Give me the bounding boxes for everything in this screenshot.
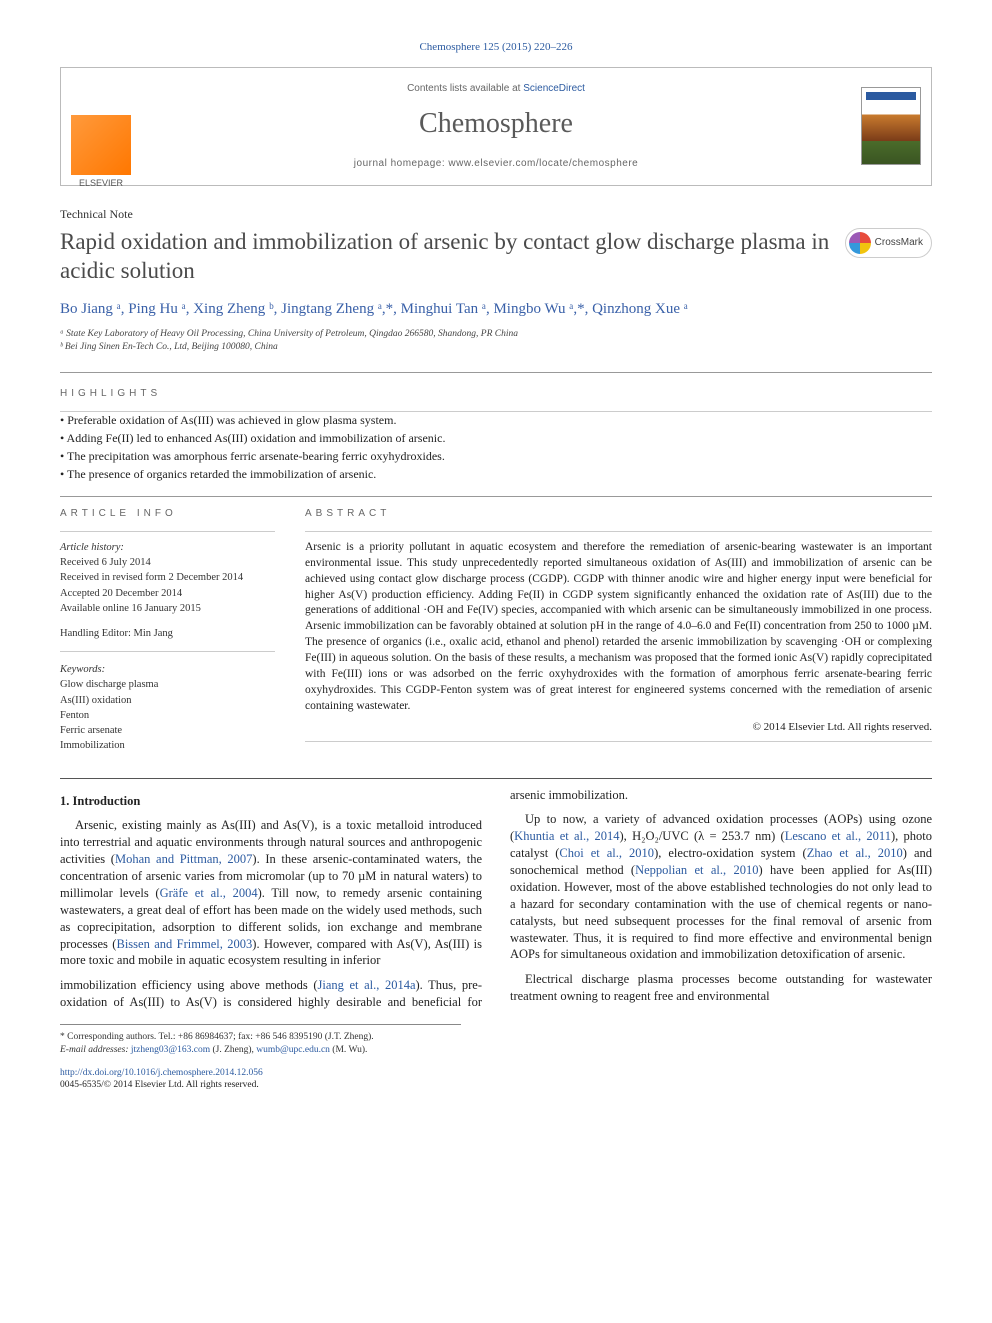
- publisher-logo: [61, 68, 141, 185]
- crossmark-icon: [849, 232, 871, 254]
- body-two-column: 1. Introduction Arsenic, existing mainly…: [60, 787, 932, 1013]
- history-received: Received 6 July 2014: [60, 555, 275, 570]
- keyword: As(III) oxidation: [60, 693, 275, 708]
- keyword: Immobilization: [60, 738, 275, 753]
- copyright-line: © 2014 Elsevier Ltd. All rights reserved…: [305, 720, 932, 735]
- contents-prefix: Contents lists available at: [407, 83, 523, 94]
- journal-cover-thumb: [851, 68, 931, 185]
- highlight-item: Preferable oxidation of As(III) was achi…: [60, 412, 932, 428]
- abstract-heading: ABSTRACT: [305, 507, 932, 521]
- section-divider: [60, 778, 932, 779]
- keyword: Glow discharge plasma: [60, 677, 275, 692]
- divider: [305, 531, 932, 532]
- affiliation-b: ᵇ Bei Jing Sinen En-Tech Co., Ltd, Beiji…: [60, 341, 932, 354]
- divider: [60, 531, 275, 532]
- corr-email-line: E-mail addresses: jtzheng03@163.com (J. …: [60, 1044, 461, 1057]
- highlights-heading: HIGHLIGHTS: [60, 387, 932, 401]
- homepage-url[interactable]: www.elsevier.com/locate/chemosphere: [448, 158, 638, 169]
- doi-link[interactable]: http://dx.doi.org/10.1016/j.chemosphere.…: [60, 1068, 263, 1078]
- handling-editor: Handling Editor: Min Jang: [60, 626, 275, 641]
- journal-name: Chemosphere: [151, 105, 841, 143]
- doi-footer: http://dx.doi.org/10.1016/j.chemosphere.…: [60, 1067, 932, 1093]
- highlight-item: The precipitation was amorphous ferric a…: [60, 448, 932, 464]
- sciencedirect-link[interactable]: ScienceDirect: [523, 83, 585, 94]
- article-info-heading: ARTICLE INFO: [60, 507, 275, 521]
- divider: [305, 741, 932, 742]
- highlight-item: Adding Fe(II) led to enhanced As(III) ox…: [60, 430, 932, 446]
- intro-heading: 1. Introduction: [60, 793, 482, 810]
- keyword: Ferric arsenate: [60, 723, 275, 738]
- history-online: Available online 16 January 2015: [60, 601, 275, 616]
- crossmark-label: CrossMark: [875, 236, 923, 250]
- journal-header: Contents lists available at ScienceDirec…: [60, 67, 932, 186]
- journal-homepage-line: journal homepage: www.elsevier.com/locat…: [151, 157, 841, 171]
- cover-image-icon: [861, 87, 921, 165]
- corr-author-line: * Corresponding authors. Tel.: +86 86984…: [60, 1031, 461, 1044]
- intro-para: Arsenic, existing mainly as As(III) and …: [60, 817, 482, 969]
- corresponding-footnote: * Corresponding authors. Tel.: +86 86984…: [60, 1024, 461, 1057]
- citation-line: Chemosphere 125 (2015) 220–226: [60, 40, 932, 55]
- homepage-prefix: journal homepage:: [354, 158, 449, 169]
- history-revised: Received in revised form 2 December 2014: [60, 570, 275, 585]
- highlights-list: Preferable oxidation of As(III) was achi…: [60, 412, 932, 483]
- divider: [60, 372, 932, 373]
- abstract-text: Arsenic is a priority pollutant in aquat…: [305, 540, 932, 714]
- highlight-item: The presence of organics retarded the im…: [60, 466, 932, 482]
- article-title: Rapid oxidation and immobilization of ar…: [60, 228, 833, 286]
- divider: [60, 651, 275, 652]
- issn-copyright: 0045-6535/© 2014 Elsevier Ltd. All right…: [60, 1080, 259, 1090]
- email-label: E-mail addresses:: [60, 1045, 131, 1055]
- affiliations: ᵃ State Key Laboratory of Heavy Oil Proc…: [60, 328, 932, 355]
- keyword: Fenton: [60, 708, 275, 723]
- contents-available-line: Contents lists available at ScienceDirec…: [151, 82, 841, 96]
- author-list: Bo Jiang ᵃ, Ping Hu ᵃ, Xing Zheng ᵇ, Jin…: [60, 299, 932, 319]
- crossmark-badge[interactable]: CrossMark: [845, 228, 932, 258]
- keywords-label: Keywords:: [60, 662, 275, 677]
- abstract-column: ABSTRACT Arsenic is a priority pollutant…: [305, 497, 932, 753]
- intro-para: Electrical discharge plasma processes be…: [510, 971, 932, 1005]
- history-accepted: Accepted 20 December 2014: [60, 586, 275, 601]
- article-history-label: Article history:: [60, 540, 275, 555]
- email-addresses[interactable]: jtzheng03@163.com (J. Zheng), wumb@upc.e…: [131, 1045, 367, 1055]
- article-type: Technical Note: [60, 206, 932, 222]
- article-info-column: ARTICLE INFO Article history: Received 6…: [60, 497, 275, 753]
- header-center: Contents lists available at ScienceDirec…: [141, 68, 851, 185]
- intro-para: Up to now, a variety of advanced oxidati…: [510, 811, 932, 963]
- affiliation-a: ᵃ State Key Laboratory of Heavy Oil Proc…: [60, 328, 932, 341]
- elsevier-tree-icon: [71, 115, 131, 175]
